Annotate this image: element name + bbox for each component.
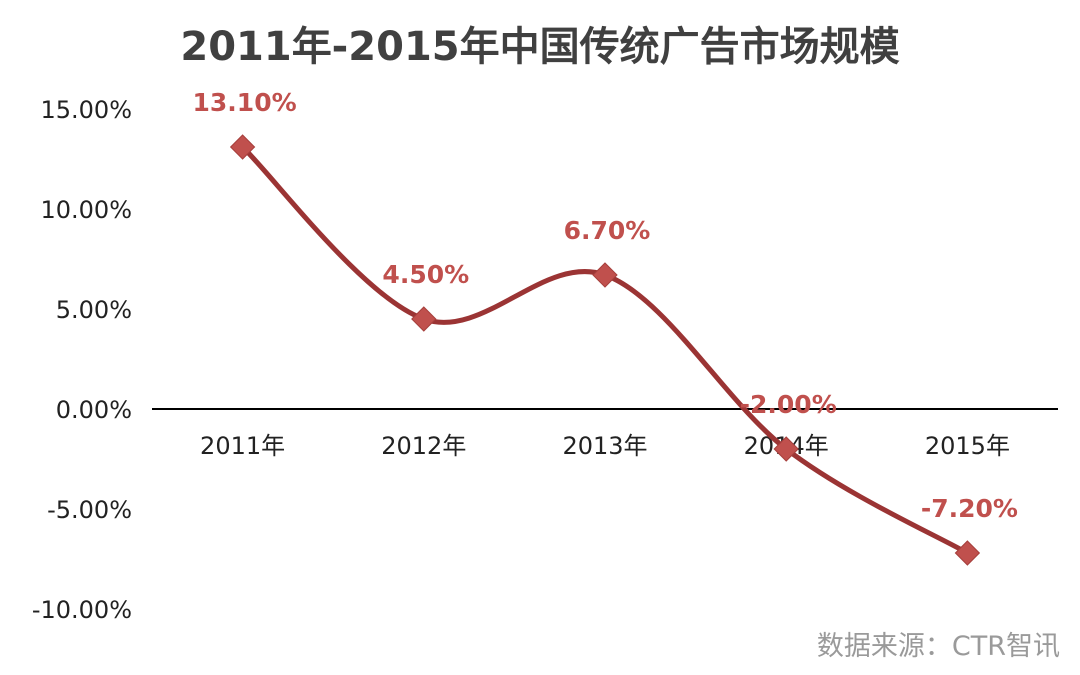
data-point-marker [229,134,256,160]
y-tick-label: -10.00% [32,596,132,624]
x-axis-ticks: 2011年2012年2013年2014年2015年 [200,432,1010,460]
y-tick-label: 10.00% [40,196,132,224]
y-axis-ticks: 15.00% 10.00% 5.00% 0.00% -5.00% -10.00% [32,96,132,624]
series-line [240,144,970,556]
source-note: 数据来源：CTR智讯 [816,631,1060,662]
x-tick-label: 2015年 [925,432,1010,460]
x-tick-label: 2013年 [562,432,647,460]
x-tick-label: 2011年 [200,432,285,460]
data-point-marker [954,540,981,566]
data-point-marker [411,306,437,332]
data-label: 4.50% [382,260,469,289]
chart-title: 2011年-2015年中国传统广告市场规模 [180,24,900,70]
y-tick-label: 5.00% [56,296,132,324]
y-tick-label: 15.00% [40,96,132,124]
data-label: 6.70% [564,216,651,245]
data-label: 13.10% [193,88,297,117]
data-label: -2.00% [740,390,837,419]
data-point-marker [592,262,618,288]
y-tick-label: -5.00% [47,496,132,524]
series-markers [229,134,981,566]
y-tick-label: 0.00% [56,396,132,424]
data-label: -7.20% [921,494,1018,523]
data-labels: 13.10% 4.50% 6.70% -2.00% -7.20% [193,88,1018,523]
x-tick-label: 2012年 [381,432,466,460]
data-point-marker [773,436,799,462]
